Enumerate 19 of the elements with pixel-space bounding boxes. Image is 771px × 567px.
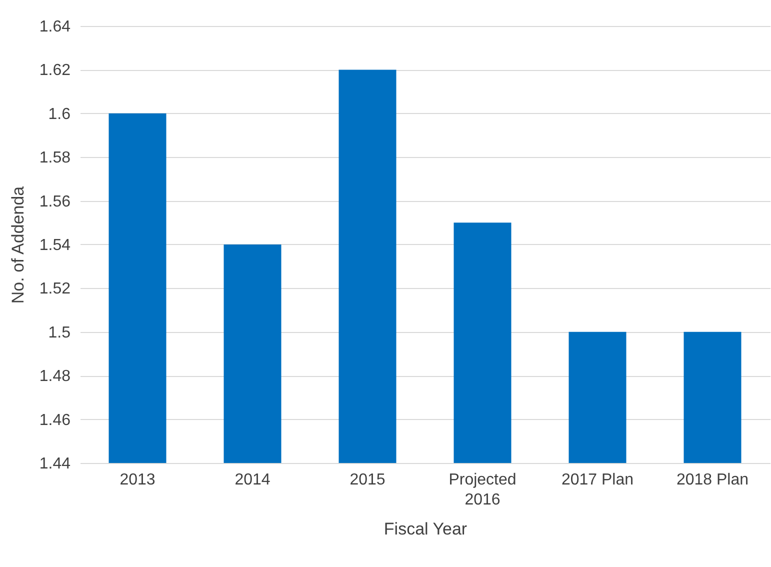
y-tick-label: 1.46 [39,412,71,429]
x-tick-label: 2013 [120,472,156,488]
y-axis-title: No. of Addenda [8,186,28,304]
y-tick-label: 1.6 [48,106,71,123]
x-tick-label: 2018 Plan [676,472,749,488]
y-tick-label: 1.44 [39,456,71,472]
x-tick-label: 2014 [234,472,270,488]
y-tick-label: 1.64 [39,18,71,36]
y-tick-label: 1.48 [39,368,71,386]
y-tick-label: 1.58 [39,150,71,167]
y-tick-label: 1.52 [39,280,71,298]
y-tick-label: 1.5 [48,324,71,342]
x-tick-label: 2017 Plan [561,472,634,488]
y-tick-label: 1.62 [39,62,71,80]
y-tick-label: 1.54 [39,237,71,254]
x-axis-title: Fiscal Year [384,520,468,538]
x-tick-label: Projected 2016 [448,472,516,508]
x-tick-label: 2015 [350,472,386,488]
y-tick-label: 1.56 [39,193,71,210]
